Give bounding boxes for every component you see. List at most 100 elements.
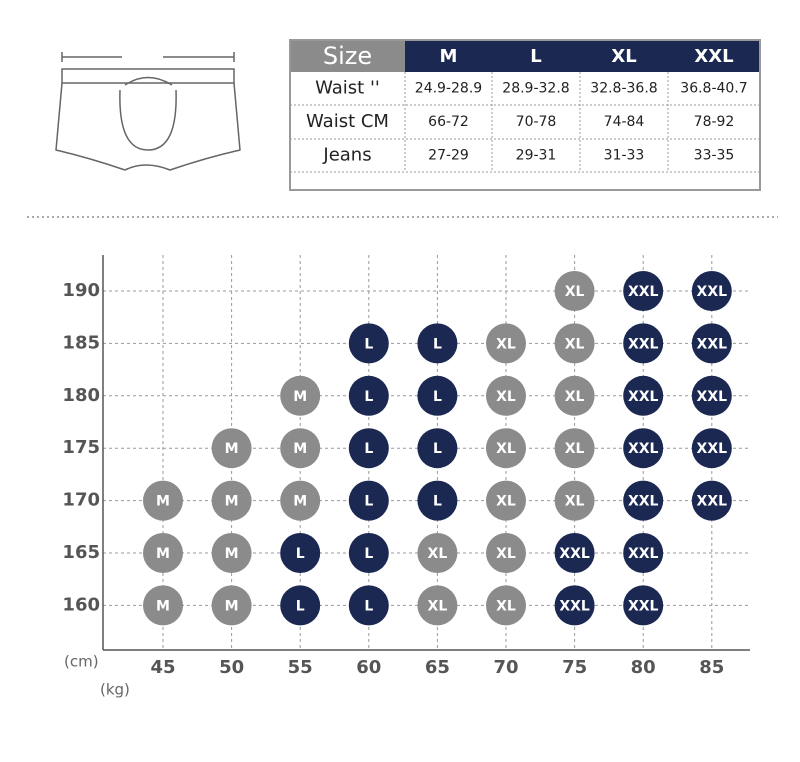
size-badge (486, 585, 526, 626)
size-badge-label: XL (428, 598, 448, 614)
size-badge-label: XXL (697, 284, 728, 300)
size-badge (280, 480, 321, 521)
size-badge-label: XXL (628, 441, 659, 457)
header-cell: XXL (694, 46, 733, 67)
x-unit: (kg) (100, 681, 130, 699)
y-tick-label: 175 (62, 437, 100, 458)
size-badge (348, 323, 389, 364)
x-tick-label: 45 (150, 657, 175, 678)
size-badge (554, 271, 595, 311)
x-tick-label: 80 (631, 657, 656, 678)
size-badge-label: M (293, 441, 307, 457)
row-label: Waist '' (315, 78, 380, 99)
size-table: Size M L XL XXL Waist '' 24.9-28.9 28.9-32.8 32.… (289, 39, 761, 191)
table-cell: 24.9-28.9 (415, 81, 482, 97)
x-tick-label: 60 (356, 657, 381, 678)
y-tick-label: 180 (62, 385, 100, 406)
size-badge (554, 585, 595, 626)
size-badge-label: M (225, 598, 239, 614)
size-badge-label: XXL (628, 336, 659, 352)
size-badge-label: XXL (628, 389, 659, 405)
size-badge (348, 428, 389, 469)
size-badge-label: XL (565, 336, 585, 352)
table-cell: 74-84 (604, 114, 645, 130)
size-badge (348, 585, 389, 626)
y-tick-label: 185 (62, 332, 100, 353)
size-badge-label: XXL (697, 336, 728, 352)
size-badge (554, 375, 595, 416)
size-badge-label: XL (496, 494, 516, 510)
size-badge-label: L (364, 546, 373, 562)
size-badge (417, 375, 458, 416)
size-badge (623, 585, 664, 626)
y-tick-label: 165 (62, 542, 100, 563)
size-badge (486, 480, 526, 521)
size-badge-label: L (364, 494, 373, 510)
size-badge-label: XXL (628, 546, 659, 562)
size-badge-label: XXL (559, 546, 590, 562)
size-badge (417, 585, 458, 626)
size-badge-label: XL (565, 441, 585, 457)
size-badge (348, 533, 389, 573)
size-badge-label: XL (496, 598, 516, 614)
size-badge (691, 428, 732, 469)
size-badge (691, 323, 732, 364)
size-badge (348, 480, 389, 521)
size-badge (554, 323, 595, 364)
size-badge (280, 533, 321, 573)
size-badge-label: M (225, 546, 239, 562)
table-cell: 66-72 (428, 114, 469, 130)
size-badge (554, 480, 595, 521)
row-label: Waist CM (306, 111, 389, 132)
size-badge-label: M (225, 494, 239, 510)
size-badge (554, 533, 595, 573)
header-cell: L (530, 46, 541, 67)
size-badge-label: M (156, 598, 170, 614)
size-badge (211, 533, 252, 573)
size-badge-label: XXL (628, 284, 659, 300)
y-tick-label: 190 (62, 280, 100, 301)
header-cell: M (440, 46, 458, 67)
size-badge (280, 375, 321, 416)
size-badge-label: XXL (559, 598, 590, 614)
size-badge (486, 323, 526, 364)
size-badge-label: XXL (697, 389, 728, 405)
size-badge-label: L (433, 494, 442, 510)
table-cell: 31-33 (604, 148, 645, 164)
table-cell: 28.9-32.8 (502, 81, 569, 97)
size-badge-label: XL (496, 389, 516, 405)
table-cell: 29-31 (516, 148, 557, 164)
table-cell: 27-29 (428, 148, 469, 164)
y-tick-label: 160 (62, 594, 100, 615)
size-badge (691, 480, 732, 521)
size-badge (143, 585, 183, 626)
size-badge (623, 375, 664, 416)
table-border (289, 39, 761, 191)
size-badge (486, 375, 526, 416)
size-badge-label: XL (565, 284, 585, 300)
size-badge-label: M (293, 494, 307, 510)
y-unit: (cm) (64, 653, 99, 671)
row-label: Jeans (322, 145, 371, 166)
size-badge-label: XL (565, 494, 585, 510)
size-badge (554, 428, 595, 469)
size-badge-label: XL (565, 389, 585, 405)
x-tick-label: 50 (219, 657, 244, 678)
size-badge (280, 428, 321, 469)
table-cell: 78-92 (694, 114, 735, 130)
size-badge-label: XXL (628, 494, 659, 510)
size-badge (143, 533, 183, 573)
size-badge-label: XL (496, 546, 516, 562)
size-badge-label: M (225, 441, 239, 457)
x-tick-label: 55 (288, 657, 313, 678)
size-badge-label: L (433, 336, 442, 352)
x-tick-label: 75 (562, 657, 587, 678)
header-size-cell (290, 40, 405, 72)
size-badge-label: L (296, 598, 305, 614)
size-badge-label: XL (428, 546, 448, 562)
size-badge (691, 375, 732, 416)
size-badge-label: M (156, 494, 170, 510)
x-tick-label: 65 (425, 657, 450, 678)
size-badge (623, 323, 664, 364)
x-tick-label: 85 (699, 657, 724, 678)
